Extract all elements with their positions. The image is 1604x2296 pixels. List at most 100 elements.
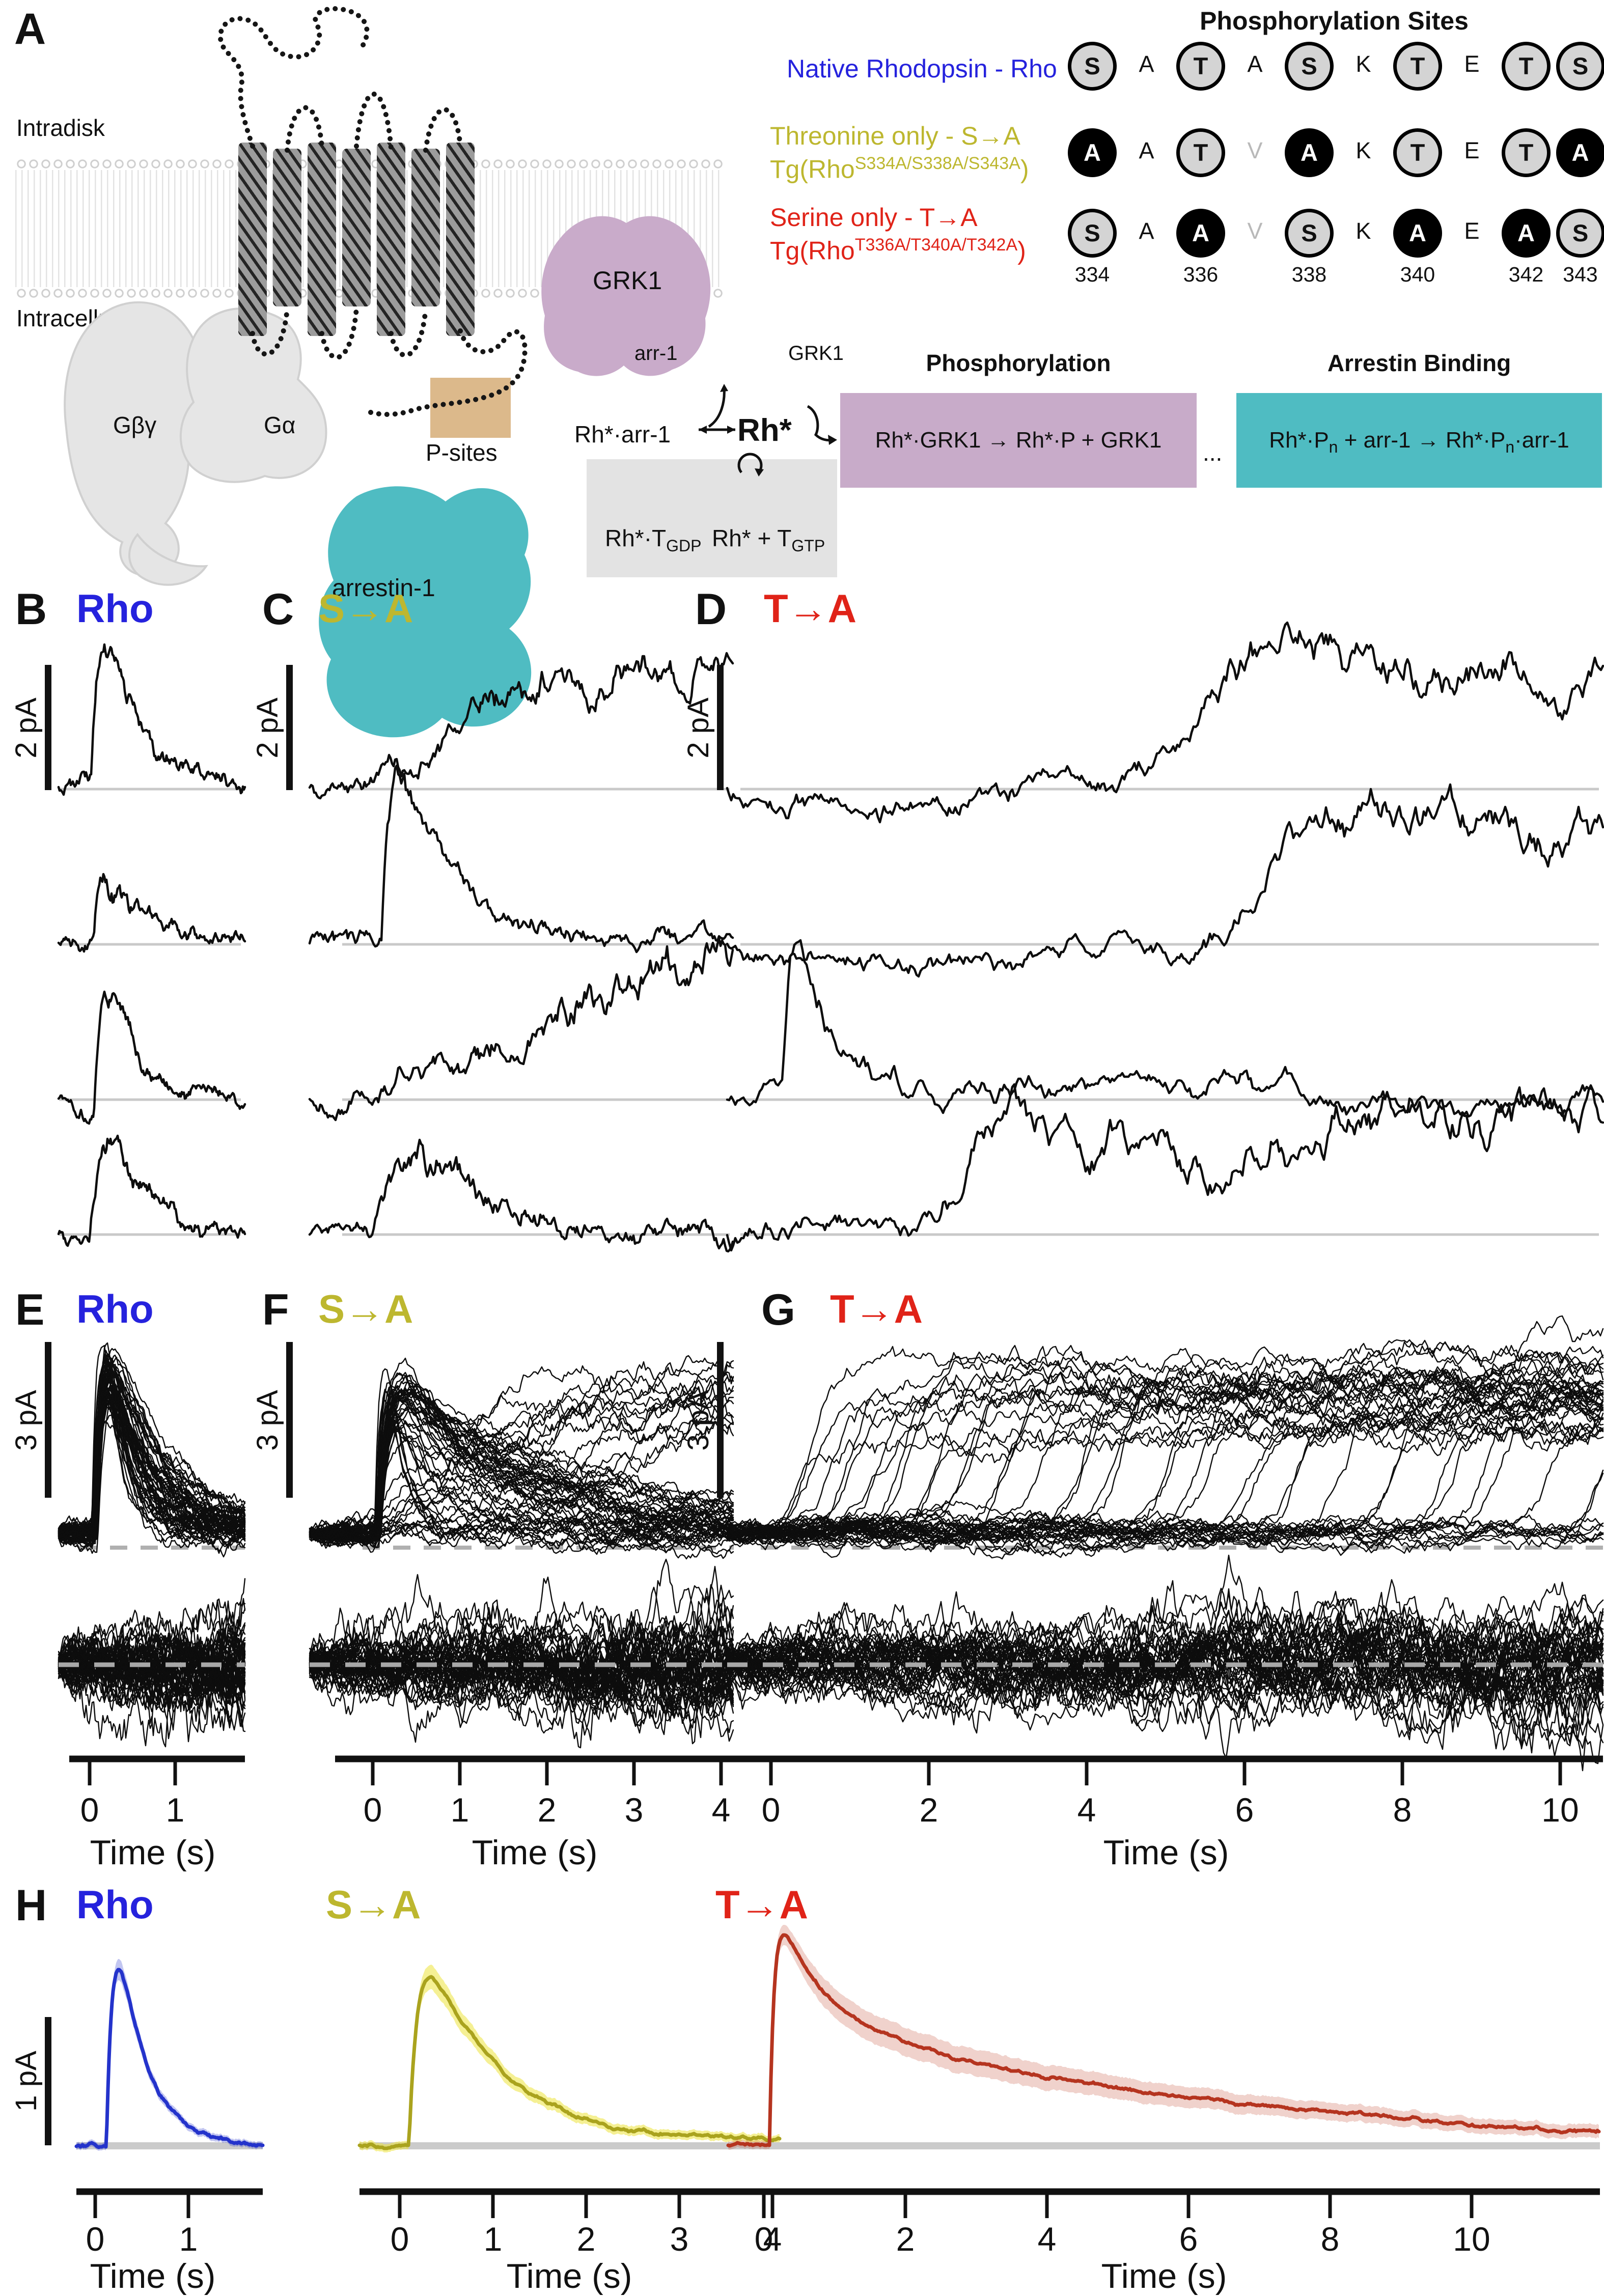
- tm-helix-4: [342, 149, 371, 306]
- bundle-f-trace: [310, 1426, 733, 1546]
- bundle-g-trace: [727, 1351, 1603, 1557]
- g-beta-gamma-tail: [129, 535, 206, 585]
- mean-trace-ta: [728, 1935, 1599, 2146]
- phospho-residue-r2-p10: A: [1556, 128, 1604, 177]
- noise-e-trace: [59, 1630, 245, 1707]
- noise-g-trace: [727, 1621, 1603, 1715]
- bundle-f-trace: [310, 1390, 733, 1538]
- bundle-g-trace: [727, 1515, 1603, 1545]
- noise-g-trace: [727, 1635, 1603, 1713]
- bundle-e-trace: [59, 1368, 245, 1542]
- noise-e-trace: [59, 1641, 245, 1746]
- noise-g-trace: [727, 1633, 1603, 1703]
- bundle-f-trace: [310, 1412, 733, 1546]
- bundle-e-trace: [59, 1393, 245, 1538]
- bundle-g-trace: [727, 1473, 1603, 1553]
- noise-e-trace: [59, 1612, 245, 1693]
- noise-e-trace: [59, 1599, 245, 1661]
- panel-h-label: H: [15, 1881, 47, 1931]
- noise-e-trace: [59, 1634, 245, 1707]
- g-beta-gamma-blob: [65, 302, 206, 575]
- phospho-residue-r1-p2: A: [1122, 51, 1171, 77]
- legend-thr-line2: Tg(RhoS334A/S338A/S343A): [770, 154, 1029, 184]
- bundle-f-trace: [310, 1389, 733, 1552]
- noise-f-trace: [310, 1607, 733, 1707]
- noise-g-trace: [727, 1609, 1603, 1690]
- legend-ser-line2: Tg(RhoT336A/T340A/T342A): [770, 235, 1026, 266]
- noise-e-trace: [59, 1602, 245, 1702]
- bundle-e-trace: [59, 1383, 245, 1535]
- bundle-g-trace: [727, 1370, 1603, 1534]
- phospho-residue-r1-p1: S: [1068, 42, 1117, 91]
- bundle-f-trace: [310, 1392, 733, 1546]
- noise-g-trace: [727, 1634, 1603, 1718]
- tick-label: 0: [730, 1790, 812, 1829]
- noise-f-trace: [310, 1622, 733, 1700]
- time-axis-title: Time (s): [1059, 1833, 1273, 1872]
- noise-f-trace: [310, 1606, 733, 1699]
- tick-label: 8: [1362, 1790, 1443, 1829]
- phospho-residue-r1-p6: K: [1339, 51, 1388, 77]
- scalebar-c: [286, 665, 293, 790]
- legend-ser-line1: Serine only - T→A: [770, 203, 978, 232]
- bundle-g-trace: [727, 1361, 1603, 1539]
- noise-f-trace: [310, 1642, 733, 1741]
- noise-g-trace: [727, 1618, 1603, 1705]
- phospho-residue-r2-p7: T: [1393, 128, 1442, 177]
- panel-e-name: Rho: [76, 1286, 154, 1332]
- noise-f-trace: [310, 1652, 733, 1722]
- tick-label: 10: [1431, 2220, 1512, 2258]
- bundle-f-trace: [310, 1382, 733, 1539]
- bundle-g-trace: [727, 1425, 1603, 1552]
- tick-label: 4: [1006, 2220, 1088, 2258]
- tick-label: 2: [865, 2220, 946, 2258]
- phospho-residue-r3-p2: A: [1122, 218, 1171, 244]
- bundle-f-trace: [310, 1421, 733, 1548]
- intradisk-label: Intradisk: [16, 114, 105, 142]
- noise-f-trace: [310, 1636, 733, 1707]
- noise-e-trace: [59, 1642, 245, 1694]
- noise-g-trace: [727, 1599, 1603, 1730]
- noise-e-trace: [59, 1643, 245, 1700]
- bundle-f-trace: [310, 1386, 733, 1544]
- bundle-g-trace: [727, 1401, 1603, 1538]
- tm-helix-7: [446, 143, 475, 336]
- bundle-e-trace: [59, 1391, 245, 1540]
- noise-f-trace: [310, 1559, 733, 1691]
- time-axis-title: Time (s): [1057, 2256, 1271, 2296]
- panel-c-name: S→A: [318, 585, 413, 632]
- bundle-e-trace: [59, 1355, 245, 1538]
- scalebar-b-label: 2 pA: [10, 667, 43, 789]
- bundle-g-trace: [727, 1375, 1603, 1551]
- bundle-e-trace: [59, 1386, 245, 1539]
- bundle-g-trace: [727, 1340, 1603, 1549]
- noise-e-trace: [59, 1628, 245, 1696]
- noise-f-trace: [310, 1602, 733, 1691]
- bundle-e-trace: [59, 1362, 245, 1538]
- noise-f-trace: [310, 1654, 733, 1709]
- bundle-e-trace: [59, 1364, 245, 1545]
- bundle-f-trace: [310, 1391, 733, 1547]
- phospho-number-343: 343: [1542, 263, 1604, 287]
- noise-g-trace: [727, 1623, 1603, 1710]
- bundle-f-trace: [310, 1389, 733, 1542]
- bundle-g-trace: [727, 1418, 1603, 1547]
- bundle-e-trace: [59, 1401, 245, 1534]
- trace-b-row2: [59, 874, 245, 951]
- bundle-g-trace: [727, 1407, 1603, 1537]
- bundle-f-trace: [310, 1410, 733, 1538]
- c-terminus-chain: [371, 331, 525, 414]
- bundle-g-trace: [727, 1380, 1603, 1538]
- trace-c-row1: [310, 653, 733, 798]
- phospho-residue-r1-p3: T: [1176, 42, 1225, 91]
- time-axis-title: Time (s): [46, 1833, 260, 1872]
- noise-g-trace: [727, 1610, 1603, 1720]
- tick-label: 1: [419, 1790, 501, 1829]
- noise-f-trace: [310, 1649, 733, 1715]
- phospho-residue-r3-p1: S: [1068, 209, 1117, 258]
- bundle-e-trace: [59, 1370, 245, 1543]
- noise-g-trace: [727, 1600, 1603, 1704]
- phospho-number-334: 334: [1054, 263, 1130, 287]
- bundle-f-trace: [310, 1389, 733, 1550]
- bundle-f-trace: [310, 1389, 733, 1542]
